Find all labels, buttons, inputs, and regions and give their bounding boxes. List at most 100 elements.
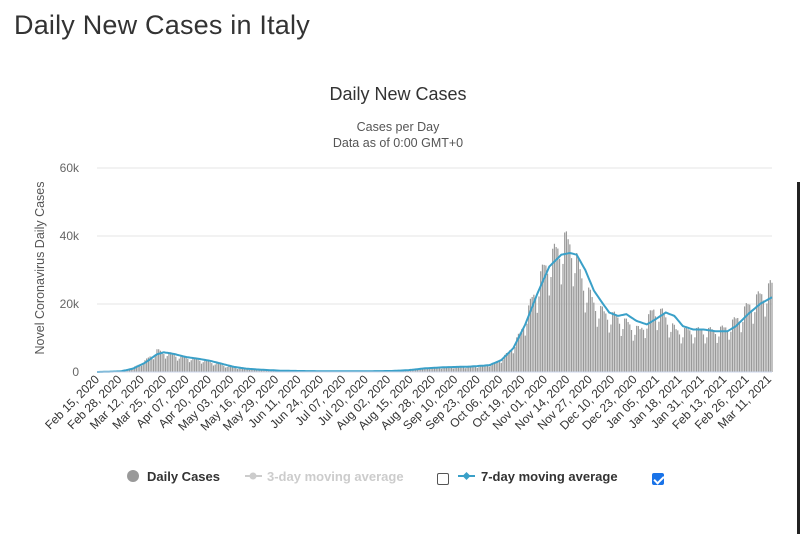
- daily-case-bar: [646, 328, 648, 372]
- daily-case-bar: [697, 327, 699, 372]
- daily-case-bar: [200, 363, 203, 372]
- daily-case-bar: [540, 271, 542, 372]
- daily-case-bar: [737, 317, 739, 372]
- daily-case-bar: [569, 244, 571, 372]
- daily-case-bar: [747, 304, 749, 372]
- daily-case-bar: [670, 331, 672, 372]
- daily-case-bar: [620, 335, 622, 372]
- daily-case-bar: [475, 366, 477, 372]
- daily-case-bar: [430, 368, 432, 372]
- daily-case-bar: [755, 294, 758, 372]
- y-tick-label: 60k: [60, 161, 80, 175]
- daily-case-bar: [661, 308, 663, 372]
- daily-case-bar: [608, 332, 610, 372]
- daily-case-bar: [247, 369, 249, 372]
- daily-case-bar: [584, 312, 586, 372]
- daily-case-bar: [648, 314, 650, 372]
- legend-item-7day-average[interactable]: 7-day moving average: [458, 469, 618, 484]
- daily-case-bar: [577, 257, 580, 372]
- daily-case-bar: [666, 324, 669, 372]
- daily-case-bar: [228, 366, 230, 372]
- daily-case-bar: [451, 367, 453, 372]
- daily-case-bar: [507, 352, 509, 372]
- daily-case-bar: [488, 366, 490, 372]
- daily-case-bar: [166, 356, 168, 372]
- daily-case-bar: [596, 326, 598, 372]
- daily-case-bar: [154, 355, 156, 372]
- daily-case-bar: [224, 367, 227, 372]
- daily-case-bar: [161, 351, 163, 372]
- daily-case-bar: [140, 365, 143, 372]
- daily-case-bar: [654, 316, 657, 372]
- daily-case-bar: [449, 366, 451, 372]
- daily-case-bar: [720, 326, 722, 372]
- daily-case-bar: [594, 311, 597, 372]
- daily-case-bar: [272, 370, 275, 372]
- daily-case-bar: [182, 355, 184, 372]
- daily-case-bar: [428, 369, 430, 372]
- daily-case-bar: [529, 298, 532, 372]
- daily-case-bar: [421, 367, 424, 372]
- daily-case-bar: [493, 362, 496, 372]
- daily-case-bar: [183, 356, 185, 372]
- daily-case-bar: [233, 367, 235, 372]
- daily-case-bar: [510, 349, 513, 372]
- daily-case-bar: [216, 362, 218, 372]
- daily-case-bar: [257, 369, 259, 372]
- daily-case-bar: [259, 369, 261, 372]
- daily-case-bar: [750, 309, 753, 372]
- daily-case-bar: [505, 352, 508, 372]
- daily-case-bar: [767, 283, 770, 372]
- daily-case-bar: [754, 312, 756, 372]
- daily-case-bar: [481, 364, 484, 372]
- daily-case-bar: [709, 327, 711, 372]
- daily-case-bar: [130, 368, 132, 372]
- daily-case-bar: [151, 356, 153, 372]
- daily-case-bar: [146, 358, 148, 372]
- daily-case-bar: [432, 367, 434, 372]
- daily-case-bar: [612, 312, 614, 372]
- daily-case-bar: [738, 321, 741, 372]
- daily-case-bar: [199, 360, 201, 372]
- daily-case-bar: [658, 321, 660, 372]
- gridlines: [97, 167, 772, 305]
- legend-item-3day-average[interactable]: 3-day moving average: [245, 469, 404, 484]
- daily-case-bar: [690, 334, 693, 372]
- legend-item-daily-cases[interactable]: Daily Cases: [127, 469, 220, 484]
- daily-case-bar: [254, 369, 256, 372]
- daily-case-bar: [192, 357, 194, 372]
- daily-case-bar: [636, 325, 638, 372]
- daily-case-bar: [187, 358, 189, 372]
- daily-case-bar: [176, 360, 179, 372]
- daily-case-bar: [613, 311, 615, 372]
- daily-case-bar: [260, 370, 263, 372]
- legend-label-daily-cases: Daily Cases: [147, 469, 220, 484]
- daily-case-bar: [663, 313, 665, 372]
- daily-case-bar: [240, 367, 242, 372]
- daily-case-bar: [632, 340, 634, 372]
- daily-case-bar: [248, 369, 251, 372]
- daily-case-bar: [764, 316, 766, 372]
- daily-case-bar: [514, 347, 516, 372]
- daily-case-bar: [660, 308, 662, 372]
- daily-case-bar: [680, 343, 682, 372]
- checkbox-3day-average[interactable]: [437, 473, 449, 485]
- daily-case-bar: [164, 358, 167, 372]
- daily-case-bar: [560, 284, 562, 372]
- daily-case-bar: [687, 329, 689, 372]
- daily-case-bar: [752, 323, 754, 372]
- daily-case-bar: [579, 269, 581, 372]
- y-tick-label: 40k: [60, 229, 80, 243]
- daily-case-bar: [641, 327, 643, 372]
- daily-case-bar: [139, 364, 141, 372]
- daily-case-bar: [236, 369, 239, 372]
- daily-case-bar: [159, 350, 161, 372]
- daily-case-bar: [699, 329, 701, 372]
- daily-case-bar: [195, 358, 197, 372]
- daily-case-bar: [630, 329, 633, 372]
- daily-case-bar: [230, 366, 232, 372]
- daily-case-bar: [490, 365, 492, 372]
- daily-case-bar: [437, 367, 439, 372]
- checkbox-7day-average[interactable]: [652, 473, 664, 485]
- daily-case-bar: [555, 247, 557, 372]
